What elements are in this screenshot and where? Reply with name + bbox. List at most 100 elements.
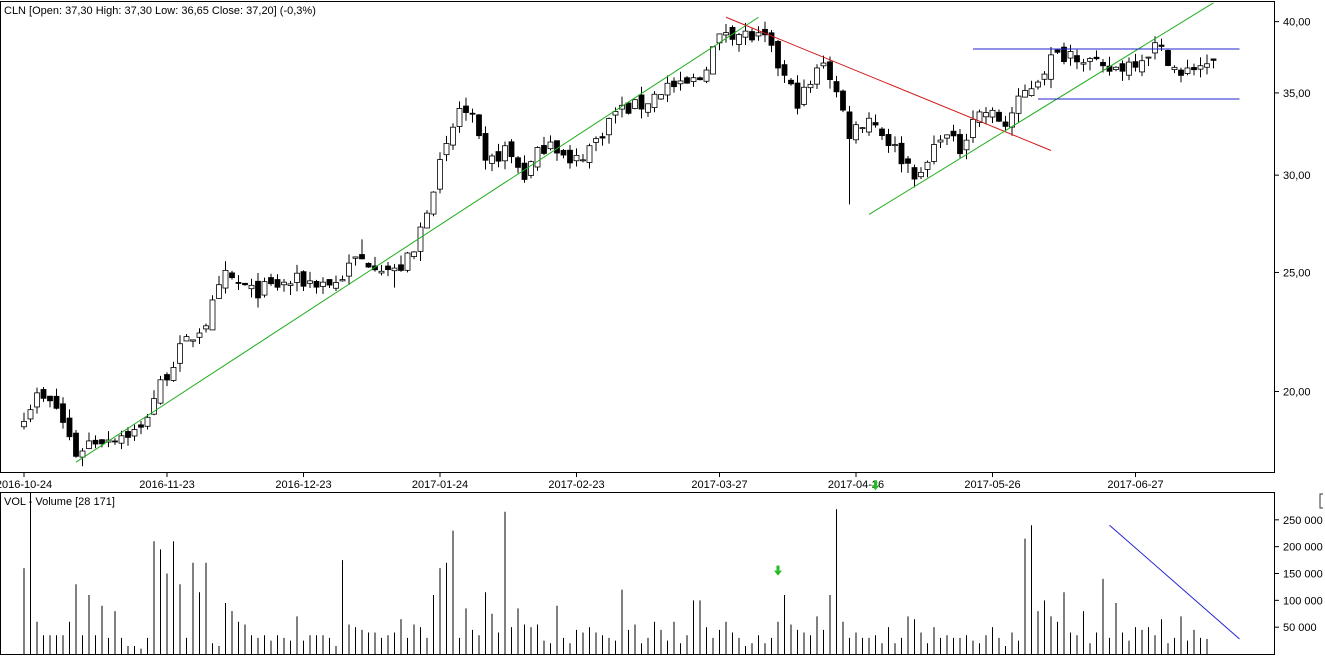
candle xyxy=(365,262,372,268)
candle xyxy=(339,275,346,282)
candle xyxy=(248,278,255,298)
candle xyxy=(430,191,437,217)
price-ytick-label: 30,00 xyxy=(1283,170,1311,182)
candle xyxy=(983,107,989,125)
candle xyxy=(443,135,450,162)
candle xyxy=(53,388,60,410)
candle xyxy=(118,430,125,450)
candle xyxy=(515,155,521,174)
candle xyxy=(261,277,268,298)
candle xyxy=(872,114,879,128)
candle xyxy=(1113,66,1119,72)
candle xyxy=(157,375,164,405)
candle xyxy=(1009,106,1015,136)
candle xyxy=(671,77,677,93)
candle xyxy=(1139,54,1145,77)
candle xyxy=(79,448,86,467)
xtick-label: 2016-12-23 xyxy=(275,479,331,491)
candle xyxy=(378,264,385,276)
candle xyxy=(508,139,515,164)
candle xyxy=(528,160,534,179)
uptrend-1-line[interactable] xyxy=(75,16,759,463)
candle xyxy=(294,264,300,292)
candle xyxy=(645,103,651,117)
candle xyxy=(1054,49,1061,55)
candle xyxy=(567,144,573,169)
candle xyxy=(690,73,697,87)
candle xyxy=(495,143,502,168)
candle xyxy=(183,333,190,342)
candle xyxy=(411,251,417,260)
candle xyxy=(359,239,365,260)
candle xyxy=(658,94,664,100)
downtrend-line[interactable] xyxy=(725,16,1052,151)
candle xyxy=(684,76,690,84)
volume-downtrend-line[interactable] xyxy=(1109,524,1240,640)
candle xyxy=(931,135,937,165)
uptrend-2-line[interactable] xyxy=(868,2,1214,215)
candle xyxy=(307,271,313,289)
candle xyxy=(820,55,827,69)
candle xyxy=(541,136,547,156)
scale-toggle-bracket[interactable] xyxy=(1319,493,1323,509)
candle xyxy=(814,64,820,89)
candle xyxy=(794,75,801,115)
price-panel: 20,00 25,00 30,00 35,00 40,00 2016-10-24 2016-… xyxy=(0,1,1311,491)
candle xyxy=(879,127,885,140)
candle xyxy=(1061,42,1067,65)
candle xyxy=(391,264,398,288)
xtick-label: 2017-02-23 xyxy=(548,479,604,491)
candle xyxy=(762,21,768,43)
candle xyxy=(1002,115,1009,132)
candle xyxy=(996,109,1002,122)
candle xyxy=(482,126,489,170)
price-ytick-label: 25,00 xyxy=(1283,267,1311,279)
xtick-label: 2017-06-27 xyxy=(1107,479,1163,491)
candle xyxy=(866,112,872,136)
candle xyxy=(235,275,242,291)
volume-ytick-label: 150 000 xyxy=(1283,569,1323,581)
arrow-1-icon xyxy=(774,565,782,576)
candle xyxy=(125,427,131,446)
xtick-label: 2017-03-27 xyxy=(691,479,747,491)
candle xyxy=(586,143,593,169)
candle xyxy=(632,99,638,110)
candle xyxy=(437,152,443,194)
xtick-label: 2016-11-23 xyxy=(139,479,194,491)
candle xyxy=(287,280,294,295)
candle xyxy=(99,439,105,448)
candle xyxy=(255,273,261,308)
candle xyxy=(833,75,840,98)
candle xyxy=(73,429,79,458)
candle xyxy=(27,404,34,423)
candle xyxy=(846,105,853,205)
candle xyxy=(489,153,495,172)
arrow-2-icon xyxy=(871,480,880,491)
candle xyxy=(625,101,632,115)
candle xyxy=(781,60,788,84)
candle xyxy=(66,409,73,441)
candle xyxy=(989,107,996,123)
candle xyxy=(840,89,846,113)
candle xyxy=(404,251,411,273)
candle xyxy=(729,25,736,46)
candle xyxy=(892,136,898,153)
candle xyxy=(424,210,430,229)
volume-ytick-label: 100 000 xyxy=(1283,595,1323,607)
candle xyxy=(469,108,476,123)
candle xyxy=(1145,56,1152,67)
candle xyxy=(1048,46,1054,89)
price-ytick-label: 20,00 xyxy=(1283,387,1311,399)
candle xyxy=(456,101,463,133)
candle xyxy=(34,387,40,414)
candle xyxy=(1035,79,1041,90)
candle xyxy=(105,431,112,448)
candle xyxy=(755,26,762,41)
volume-ytick-label: 200 000 xyxy=(1283,542,1323,554)
candle xyxy=(970,110,976,144)
candle xyxy=(619,96,625,118)
xtick-label: 2017-05-26 xyxy=(964,479,1020,491)
candle xyxy=(131,424,138,441)
candle xyxy=(560,149,567,159)
